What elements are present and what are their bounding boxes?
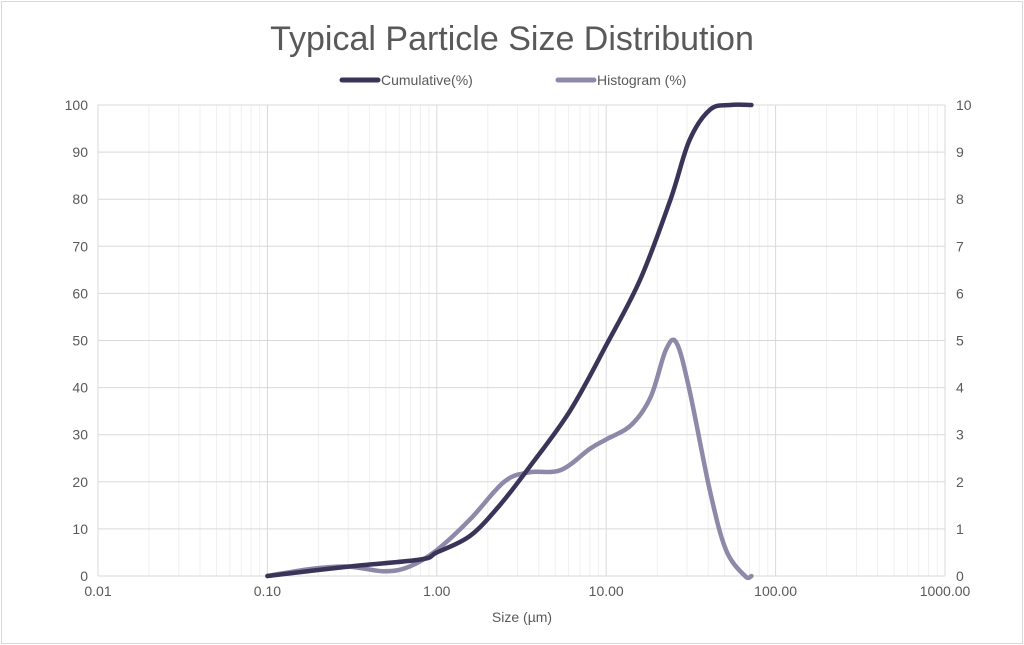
y-tick-label: 20 [72, 474, 88, 490]
cumulative-line [265, 102, 754, 579]
x-tick-label: 1000.00 [920, 583, 971, 599]
y2-tick-label: 7 [956, 238, 964, 254]
y-tick-label: 100 [65, 97, 89, 113]
y2-tick-label: 0 [956, 568, 964, 584]
y-tick-label: 0 [80, 568, 88, 584]
grid [97, 104, 946, 577]
histogram-line [265, 337, 754, 581]
y2-tick-label: 3 [956, 427, 964, 443]
legend: Cumulative(%) Histogram (%) [339, 72, 686, 88]
y-tick-label: 10 [72, 521, 88, 537]
series-lines [265, 102, 754, 581]
y2-tick-label: 6 [956, 285, 964, 301]
tick-labels: 0.01 0.10 1.00 10.00 100.00 1000.000102030405… [65, 97, 972, 599]
y-tick-label: 70 [72, 238, 88, 254]
y-tick-label: 90 [72, 144, 88, 160]
x-tick-label: 0.01 [84, 583, 111, 599]
y-tick-label: 30 [72, 427, 88, 443]
y-tick-label: 50 [72, 333, 88, 349]
y2-tick-label: 4 [956, 380, 964, 396]
y2-tick-label: 5 [956, 333, 964, 349]
chart-title: Typical Particle Size Distribution [270, 20, 754, 58]
y2-tick-label: 10 [956, 97, 972, 113]
y-tick-label: 60 [72, 285, 88, 301]
x-tick-label: 0.10 [254, 583, 281, 599]
x-tick-label: 10.00 [589, 583, 624, 599]
y2-tick-label: 9 [956, 144, 964, 160]
x-axis-label: Size (µm) [492, 609, 552, 625]
y2-tick-label: 1 [956, 521, 964, 537]
legend-label-cumulative: Cumulative(%) [381, 72, 473, 88]
y2-tick-label: 2 [956, 474, 964, 490]
y2-tick-label: 8 [956, 191, 964, 207]
x-tick-label: 1.00 [423, 583, 450, 599]
x-tick-label: 100.00 [754, 583, 797, 599]
y-tick-label: 40 [72, 380, 88, 396]
legend-label-histogram: Histogram (%) [597, 72, 686, 88]
y-tick-label: 80 [72, 191, 88, 207]
